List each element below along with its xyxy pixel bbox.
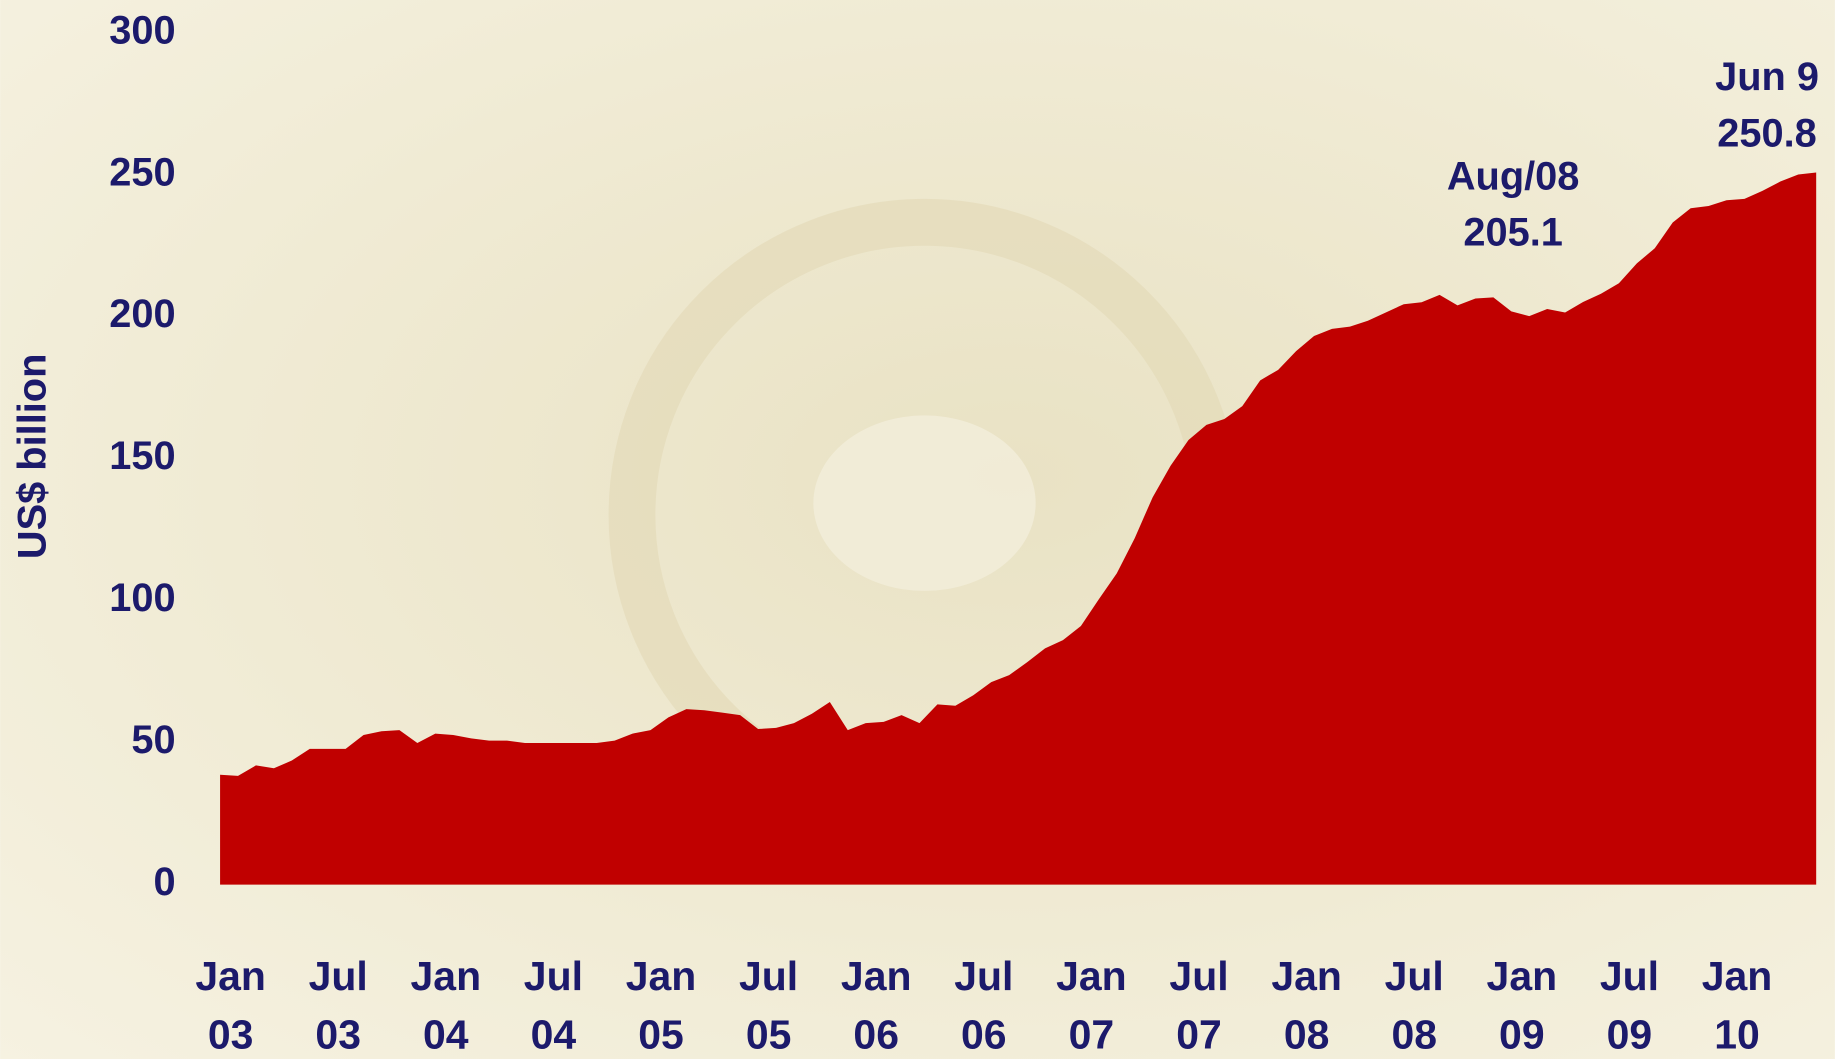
x-tick-label: Jul 07: [1169, 953, 1229, 1058]
annotation-value: 250.8: [1717, 111, 1817, 155]
annotation-value: 205.1: [1463, 211, 1563, 255]
x-tick-label: Jan 04: [410, 953, 482, 1058]
x-tick-label: Jul 05: [739, 953, 799, 1058]
y-axis-title: US$ billion: [11, 354, 55, 559]
x-tick-label: Jan 05: [625, 953, 697, 1058]
x-tick-label: Jan 06: [840, 953, 912, 1058]
x-tick-label-box: Jan 10: [1701, 953, 1773, 1058]
x-tick-label-box: Jul 05: [739, 953, 799, 1058]
x-tick-label: Jul 03: [308, 953, 368, 1058]
x-tick-label-box: Jan 09: [1486, 953, 1558, 1058]
y-tick-label: 200: [109, 292, 175, 336]
annotation-label: Aug/08: [1447, 155, 1580, 199]
x-tick-label-box: Jan 08: [1271, 953, 1342, 1058]
x-tick-label: Jul 04: [523, 953, 583, 1058]
y-tick-label: 100: [109, 576, 175, 620]
x-tick-label: Jul 09: [1599, 953, 1660, 1058]
x-tick-label-box: Jan 07: [1056, 953, 1127, 1058]
x-tick-label-box: Jul 08: [1384, 953, 1444, 1058]
x-tick-label-box: Jan 04: [410, 953, 482, 1058]
x-tick-label-box: Jul 07: [1169, 953, 1229, 1058]
x-tick-label-box: Jul 09: [1599, 953, 1660, 1058]
x-tick-label-box: Jan 05: [625, 953, 697, 1058]
x-tick-label-box: Jan 03: [195, 953, 266, 1058]
x-tick-label: Jul 06: [954, 953, 1014, 1058]
y-tick-label: 150: [109, 434, 175, 478]
x-tick-label: Jul 08: [1384, 953, 1444, 1058]
y-tick-label: 50: [131, 718, 175, 762]
x-tick-label: Jan 03: [195, 953, 266, 1058]
x-tick-label-box: Jul 06: [954, 953, 1014, 1058]
area: [220, 172, 1817, 885]
annotation-label: Jun 9: [1715, 55, 1819, 99]
x-tick-label-box: Jul 03: [308, 953, 368, 1058]
x-tick-label: Jan 09: [1486, 953, 1558, 1058]
x-tick-label: Jan 10: [1701, 953, 1773, 1058]
x-tick-label: Jan 07: [1056, 953, 1127, 1058]
y-tick-label: 250: [109, 150, 175, 194]
x-tick-label-box: Jan 06: [840, 953, 912, 1058]
background-decor: [813, 415, 1036, 591]
y-tick-label: 300: [109, 8, 175, 52]
x-tick-label: Jan 08: [1271, 953, 1342, 1058]
y-tick-label: 0: [153, 860, 175, 904]
x-tick-label-box: Jul 04: [523, 953, 583, 1058]
